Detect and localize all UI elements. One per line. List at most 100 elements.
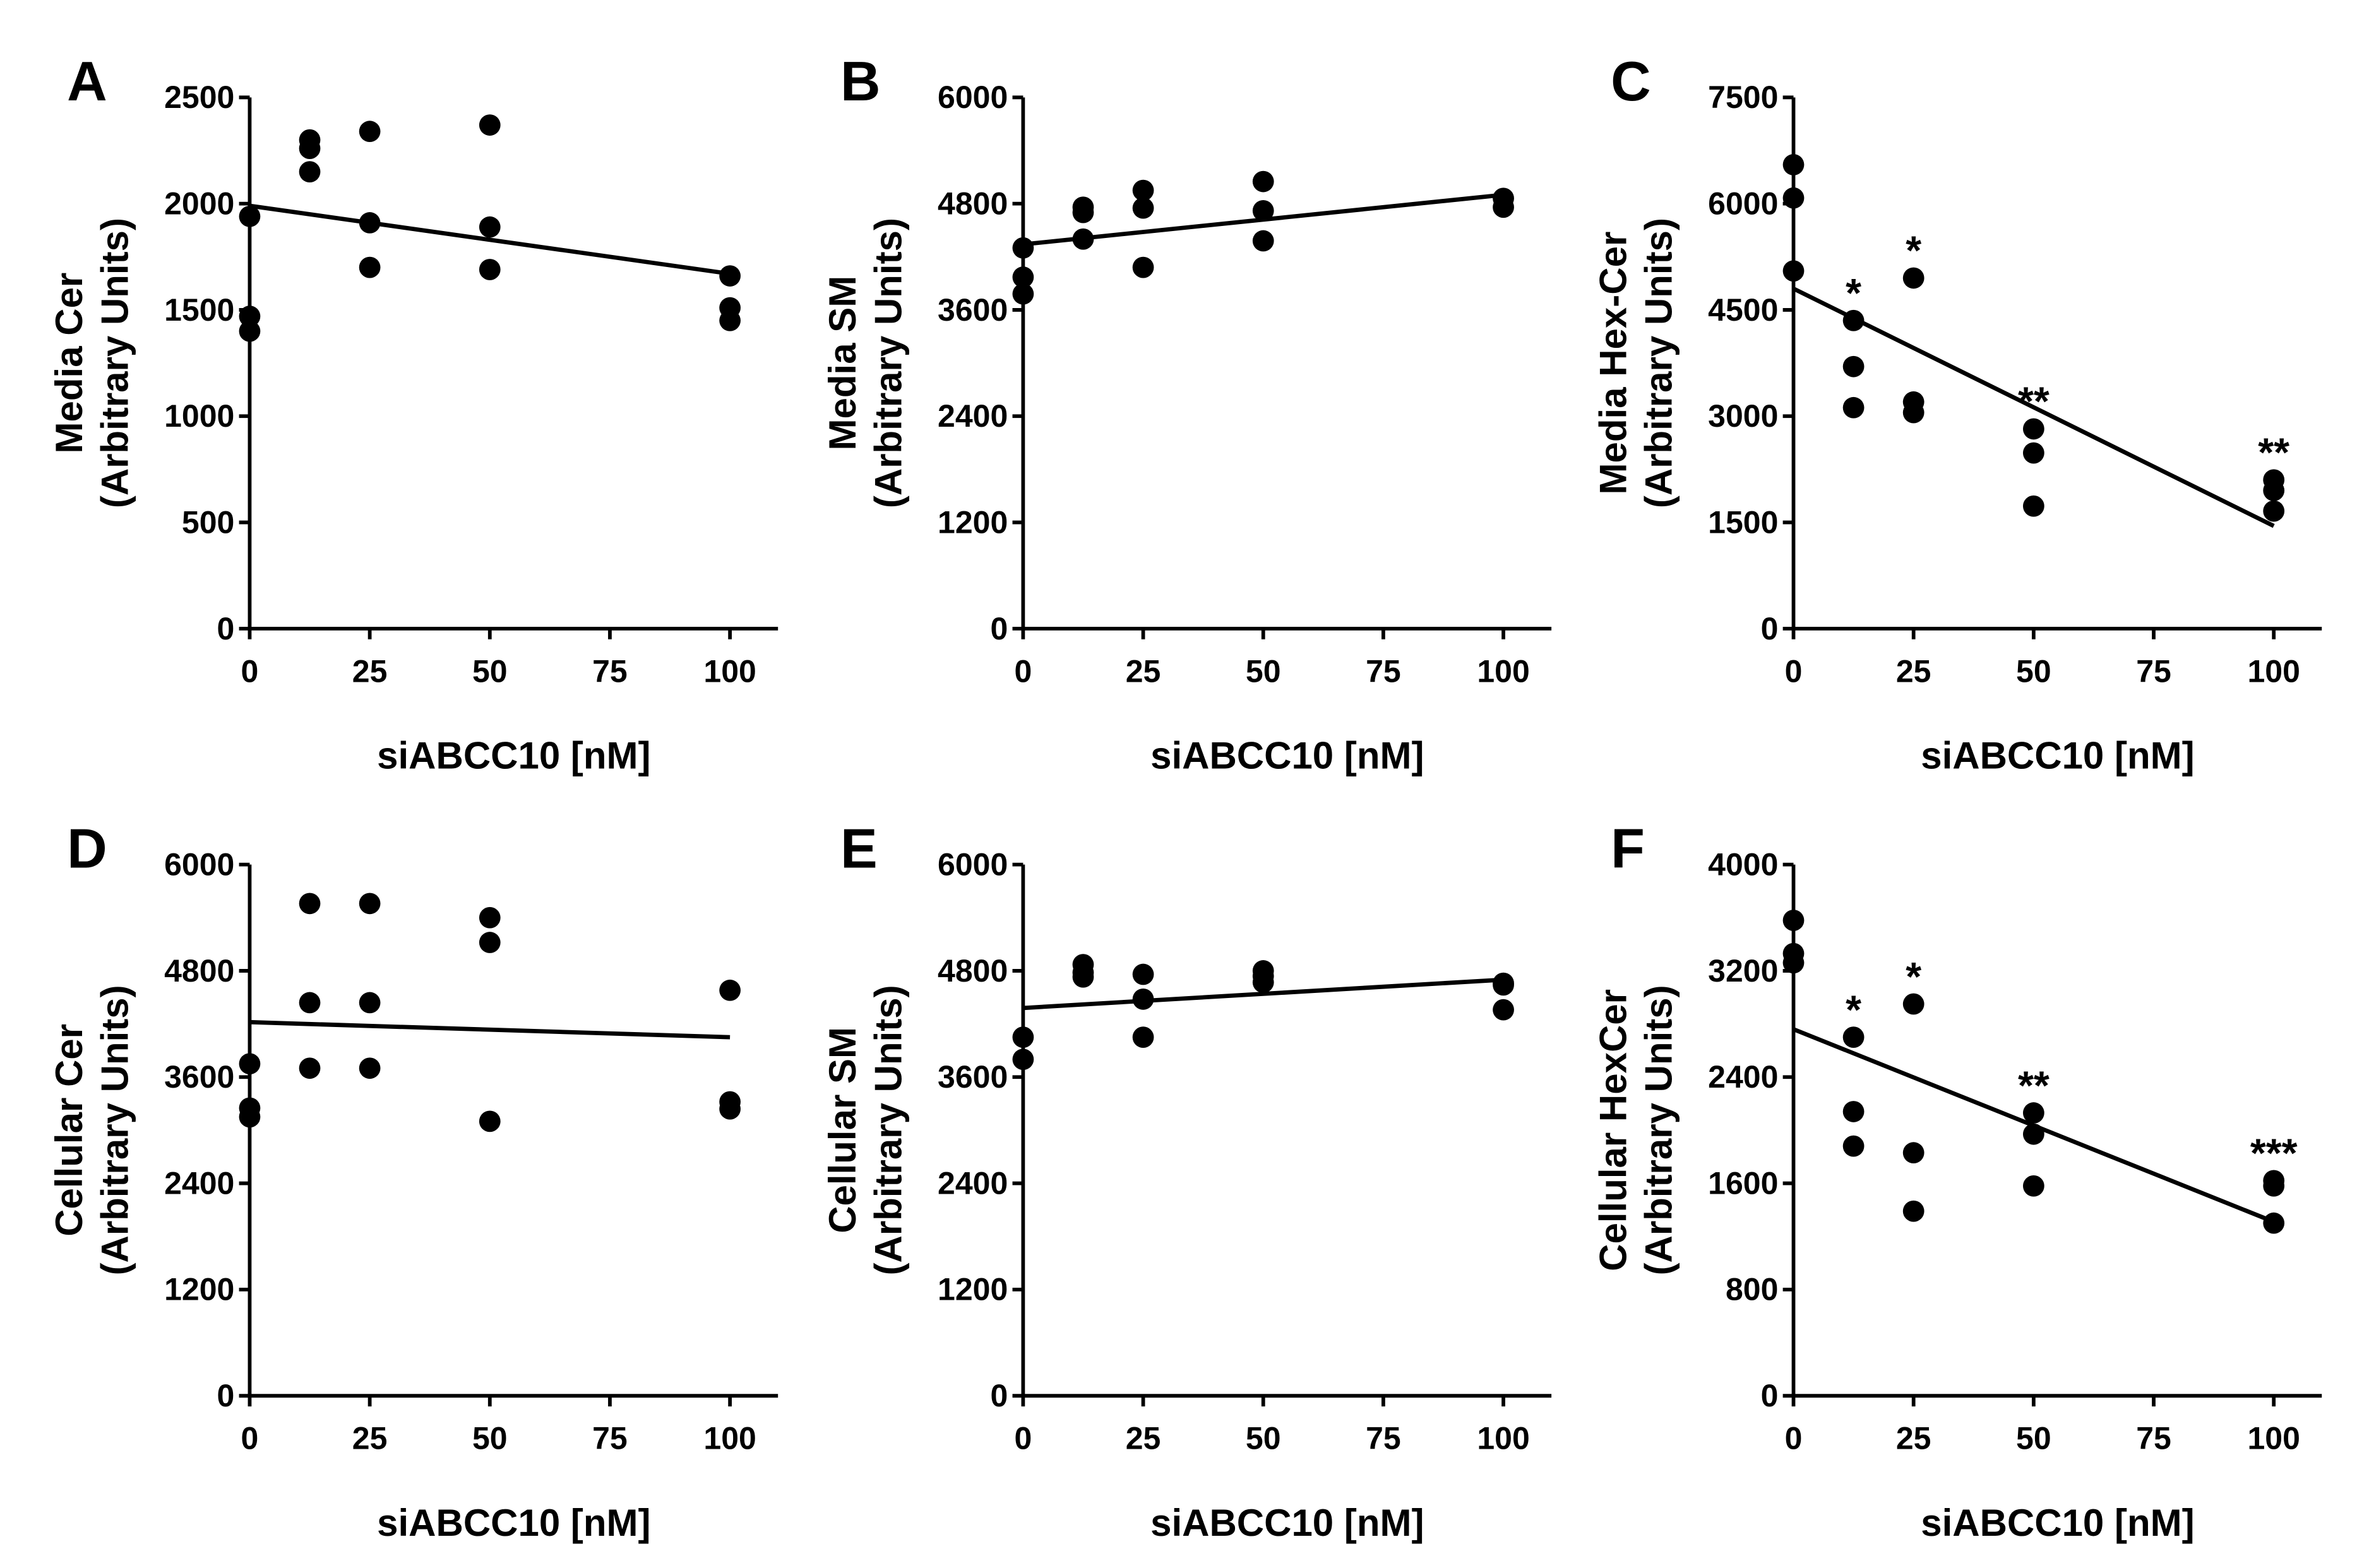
data-point bbox=[1493, 974, 1514, 996]
y-tick-label: 6000 bbox=[164, 847, 234, 882]
y-axis-title-line-2: (Arbitrary Units) bbox=[867, 218, 909, 508]
data-point bbox=[1012, 1048, 1034, 1071]
data-point bbox=[719, 265, 741, 287]
panel-letter: A bbox=[67, 50, 107, 112]
y-axis-title: Media SM(Arbitrary Units) bbox=[821, 218, 909, 508]
y-axis-title-line-2: (Arbitrary Units) bbox=[1638, 218, 1680, 508]
x-tick-label: 25 bbox=[1126, 1421, 1161, 1456]
x-tick-label: 75 bbox=[1366, 653, 1401, 689]
x-tick-label: 50 bbox=[2016, 653, 2051, 689]
y-tick-label: 1500 bbox=[1708, 504, 1778, 540]
y-axis-title-line-1: Cellular HexCer bbox=[1592, 989, 1634, 1271]
data-point bbox=[2022, 1123, 2044, 1145]
y-tick-label: 2400 bbox=[938, 1165, 1008, 1201]
data-point bbox=[2263, 480, 2285, 501]
regression-line bbox=[249, 203, 731, 276]
x-tick-label: 100 bbox=[703, 653, 756, 689]
data-point bbox=[239, 320, 261, 342]
data-point bbox=[1012, 237, 1034, 259]
y-tick-label: 6000 bbox=[938, 80, 1008, 115]
data-point bbox=[2022, 495, 2044, 517]
data-point bbox=[359, 1057, 381, 1079]
data-point bbox=[1842, 1026, 1865, 1048]
data-point bbox=[479, 1110, 501, 1132]
data-point bbox=[1252, 971, 1274, 994]
data-point bbox=[2263, 500, 2285, 522]
y-tick-label: 4000 bbox=[1708, 847, 1778, 882]
data-point bbox=[479, 259, 501, 280]
y-tick-label: 6000 bbox=[1708, 186, 1778, 222]
data-point bbox=[2022, 442, 2044, 464]
x-tick-label: 100 bbox=[2247, 1421, 2300, 1456]
y-tick-label: 4800 bbox=[938, 953, 1008, 989]
x-tick-label: 75 bbox=[592, 1421, 628, 1456]
y-axis-title-line-1: Media SM bbox=[821, 276, 864, 451]
x-tick-label: 25 bbox=[1896, 653, 1931, 689]
data-point bbox=[1902, 401, 1924, 424]
x-tick-label: 75 bbox=[2136, 653, 2171, 689]
y-tick-label: 2400 bbox=[1708, 1059, 1778, 1095]
data-point bbox=[1782, 910, 1805, 931]
y-tick-label: 2000 bbox=[164, 186, 234, 222]
y-tick-label: 500 bbox=[182, 504, 234, 540]
y-tick-label: 0 bbox=[1761, 1378, 1779, 1413]
x-tick-label: 100 bbox=[703, 1421, 756, 1456]
data-point bbox=[1072, 228, 1094, 250]
x-tick-label: 25 bbox=[352, 1421, 388, 1456]
x-tick-label: 0 bbox=[1785, 653, 1803, 689]
data-point bbox=[1012, 1026, 1034, 1048]
x-axis-title: siABCC10 [nM] bbox=[1921, 1502, 2194, 1544]
data-point bbox=[479, 114, 501, 136]
data-point bbox=[2263, 1212, 2285, 1234]
data-point bbox=[299, 893, 321, 915]
y-tick-label: 2500 bbox=[164, 80, 234, 115]
y-tick-label: 4800 bbox=[938, 186, 1008, 222]
regression-line bbox=[1793, 287, 2275, 528]
significance-marker: *** bbox=[2250, 1131, 2298, 1176]
y-axis-title: Media Hex-Cer(Arbitrary Units) bbox=[1592, 218, 1680, 508]
data-point bbox=[1842, 1135, 1865, 1157]
x-tick-label: 100 bbox=[2247, 653, 2300, 689]
data-point bbox=[1012, 266, 1034, 288]
data-point bbox=[359, 212, 381, 234]
data-point bbox=[299, 161, 321, 183]
data-point bbox=[719, 309, 741, 331]
y-tick-label: 3200 bbox=[1708, 953, 1778, 989]
y-tick-label: 3000 bbox=[1708, 398, 1778, 434]
x-tick-label: 50 bbox=[472, 1421, 508, 1456]
x-tick-label: 0 bbox=[1014, 1421, 1032, 1456]
data-point bbox=[1842, 1101, 1865, 1122]
data-point bbox=[1902, 1200, 1924, 1222]
y-tick-label: 3600 bbox=[938, 1059, 1008, 1095]
data-point bbox=[1842, 309, 1865, 331]
y-axis-title-line-1: Media Hex-Cer bbox=[1592, 232, 1634, 495]
data-point bbox=[359, 121, 381, 143]
significance-marker: * bbox=[1846, 270, 1861, 316]
x-tick-label: 75 bbox=[1366, 1421, 1401, 1456]
panel-b: B 0 1200 2400 3600 4800 6000 0 25 50 75 100 siABCC10… bbox=[821, 50, 1552, 777]
y-axis-title-line-2: (Arbitrary Units) bbox=[1638, 985, 1680, 1275]
y-tick-label: 1500 bbox=[164, 292, 234, 328]
data-point bbox=[239, 205, 261, 227]
panel-a: A 0 500 1000 1500 2000 2500 0 25 50 75 100 siABCC10 … bbox=[48, 50, 779, 777]
data-point bbox=[1782, 260, 1805, 282]
y-tick-label: 2400 bbox=[164, 1165, 234, 1201]
data-point bbox=[1132, 179, 1154, 201]
panel-letter: F bbox=[1611, 817, 1645, 879]
data-point bbox=[1782, 952, 1805, 974]
data-point bbox=[479, 216, 501, 238]
panel-c: C 0 1500 3000 4500 6000 7500 0 25 50 75 100 siABCC10… bbox=[1592, 50, 2322, 777]
y-axis-title-line-2: (Arbitrary Units) bbox=[94, 985, 136, 1275]
data-point bbox=[1132, 1026, 1154, 1048]
x-tick-label: 50 bbox=[472, 653, 508, 689]
y-tick-label: 1000 bbox=[164, 398, 234, 434]
panel-e: E 0 1200 2400 3600 4800 6000 0 25 50 75 100 siABCC10… bbox=[821, 817, 1552, 1544]
y-tick-label: 1200 bbox=[164, 1272, 234, 1307]
panel-f: F 0 800 1600 2400 3200 4000 0 25 50 75 100 siABCC10 … bbox=[1592, 817, 2322, 1544]
y-tick-label: 0 bbox=[990, 611, 1008, 646]
data-point bbox=[2263, 1175, 2285, 1197]
data-point bbox=[359, 992, 381, 1014]
significance-marker: * bbox=[1846, 987, 1861, 1032]
x-axis-title: siABCC10 [nM] bbox=[1150, 1502, 1424, 1544]
